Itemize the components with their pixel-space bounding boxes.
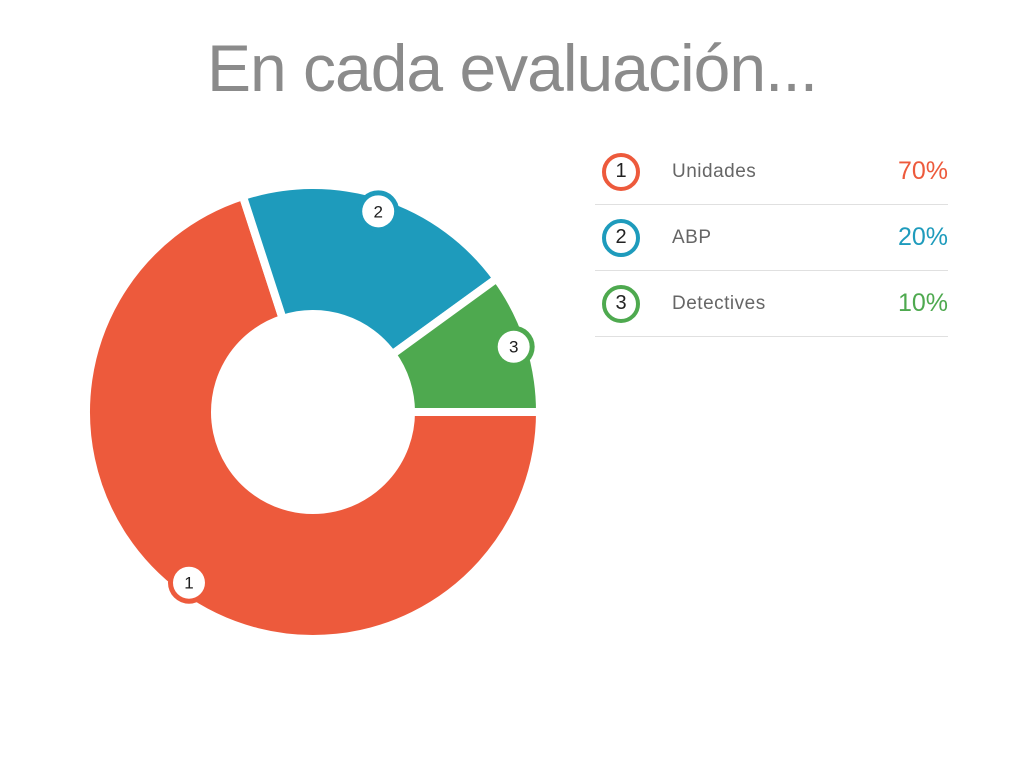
legend-row-abp: 2 ABP 20% [595,205,948,271]
legend-number-badge-2: 2 [602,218,640,257]
legend-label-abp: ABP [672,226,712,248]
legend-value-detectives: 10% [897,289,948,317]
legend-row-unidades: 1 Unidades 70% [595,139,948,205]
donut-slice-abp [237,181,503,360]
slice-badge-circle-2 [362,195,395,228]
legend-label-unidades: Unidades [672,160,757,182]
legend-number-badge-1: 1 [602,152,640,191]
chart-legend: 1 Unidades 70% 2 ABP 20% 3 Detectives 10… [595,139,948,337]
legend-label-detectives: Detectives [672,292,766,314]
legend-value-abp: 20% [897,223,948,251]
donut-chart-svg: 1 2 3 [82,181,545,643]
slice-badge-number-2: 2 [373,202,382,221]
legend-number-badge-3: 3 [602,284,640,323]
chart-title: En cada evaluación... [206,31,818,105]
donut-slice-unidades [82,191,545,643]
slice-badge-number-3: 3 [509,338,518,357]
donut-slice-detectives [386,272,545,416]
legend-number-3: 3 [615,292,627,314]
legend-row-detectives: 3 Detectives 10% [595,271,948,337]
slice-badge-circle-3 [497,330,530,363]
slice-badge-number-1: 1 [184,574,193,593]
donut-chart: 1 2 3 [78,177,548,647]
legend-number-1: 1 [615,160,627,182]
legend-number-2: 2 [615,226,627,248]
legend-value-unidades: 70% [897,157,948,185]
slice-badge-circle-1 [172,566,205,599]
